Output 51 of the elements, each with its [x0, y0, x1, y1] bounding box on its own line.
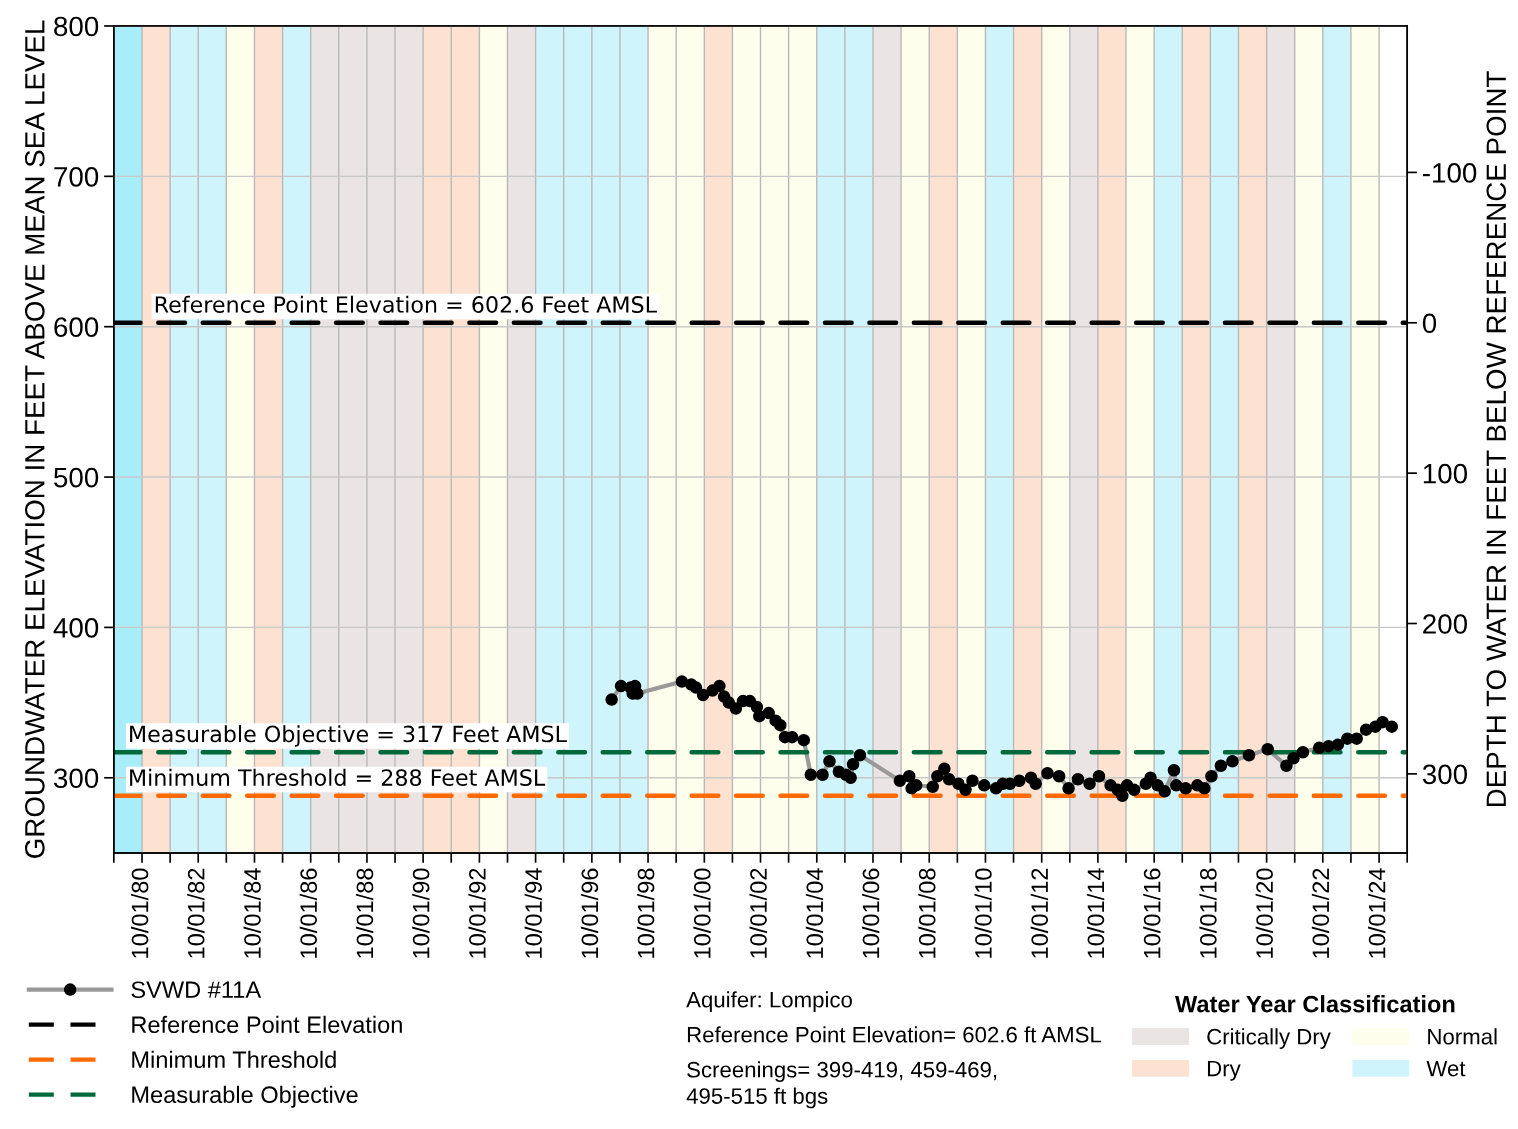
text: Screenings= 399-419, 459-469, 495-515 ft bgs: [686, 1061, 997, 1109]
y2-axis-title: DEPTH TO WATER IN FEET BELOW REFERENCE POINT: [1486, 71, 1507, 807]
legend-label: Reference Point Elevation: [132, 1015, 402, 1034]
x-tick-label: 10/01/14: [1086, 868, 1105, 958]
legend-label: Dry: [1207, 1060, 1241, 1081]
x-tick-label: 10/01/08: [918, 868, 936, 958]
y-tick-label: 600: [54, 317, 99, 338]
x-tick-label: 10/01/86: [299, 868, 318, 958]
x-tick-label: 10/01/24: [1368, 868, 1386, 958]
y-tick-label: 500: [54, 467, 99, 488]
x-tick-label: 10/01/16: [1143, 868, 1161, 958]
x-tick-label: 10/01/94: [524, 868, 542, 958]
legend-label: Normal: [1428, 1028, 1497, 1045]
x-tick-label: 10/01/20: [1255, 868, 1273, 958]
x-tick-label: 10/01/98: [637, 868, 655, 958]
annotation: Measurable Objective = 317 Feet AMSL: [130, 725, 567, 747]
x-tick-label: 10/01/10: [974, 868, 992, 958]
x-tick-label: 10/01/22: [1311, 868, 1330, 958]
x-tick-label: 10/01/00: [693, 868, 711, 958]
x-tick-label: 10/01/96: [580, 868, 599, 958]
legend-label: SVWD #11A: [131, 981, 262, 999]
y2-tick-label: 200: [1423, 614, 1468, 634]
x-tick-label: 10/01/82: [187, 868, 205, 958]
annotation: Minimum Threshold = 288 Feet AMSL: [130, 768, 546, 786]
x-tick-label: 10/01/80: [131, 868, 149, 958]
legend-label: Critically Dry: [1207, 1028, 1331, 1049]
legend-title: Water Year Classification: [1175, 995, 1455, 1013]
y-axis-title: GROUNDWATER ELEVATION IN FEET ABOVE MEAN SEA LEVEL: [24, 20, 45, 858]
x-tick-label: 10/01/92: [468, 868, 486, 958]
text: Reference Point Elevation= 602.6 ft AMSL: [687, 1026, 1102, 1043]
x-tick-label: 10/01/84: [243, 868, 261, 958]
x-tick-label: 10/01/18: [1199, 868, 1217, 958]
y-tick-label: 400: [53, 618, 99, 638]
annotation: Reference Point Elevation = 602.6 Feet AMSL: [155, 295, 657, 313]
y-tick-label: 300: [53, 768, 99, 789]
x-tick-label: 10/01/12: [1030, 868, 1049, 958]
y-tick-label: 700: [54, 167, 99, 187]
y2-tick-label: 0: [1422, 313, 1437, 334]
y-tick-label: 800: [54, 16, 99, 37]
y2-tick-label: 100: [1423, 463, 1468, 484]
x-tick-label: 10/01/02: [749, 868, 767, 958]
text: Aquifer: Lompico: [686, 991, 852, 1012]
legend-label: Wet: [1426, 1060, 1466, 1077]
x-tick-label: 10/01/88: [355, 868, 374, 958]
legend-label: Measurable Objective: [132, 1085, 358, 1108]
y2-tick-label: 300: [1422, 764, 1468, 785]
legend-label: Minimum Threshold: [132, 1050, 336, 1069]
y2-tick-label: -100: [1423, 163, 1477, 183]
x-tick-label: 10/01/90: [412, 868, 430, 958]
x-tick-label: 10/01/06: [861, 868, 880, 958]
x-tick-label: 10/01/04: [805, 868, 824, 958]
